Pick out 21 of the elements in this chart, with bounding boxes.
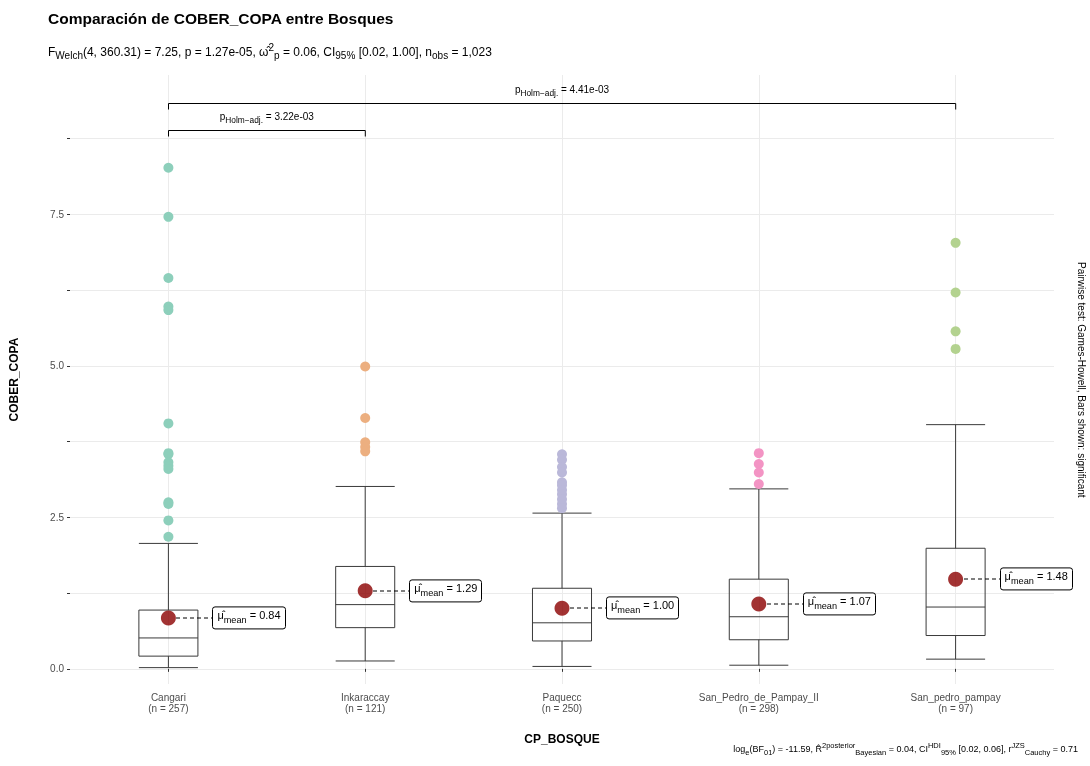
annotation: μ̂$_{mean}$ = 1.07: [802, 592, 876, 616]
annotation: μ̂$_{mean}$ = 1.29: [409, 579, 483, 603]
x-tick-label: Paquecc (n = 250): [541, 692, 583, 714]
text: F$_{Welch}$(4, 360.31) = 7.25, p = 1.27e-05, ω̂$^{2}$$_{p}$ = 0.06, CI$_{95%}$ [0.02, 1.00], n$_{obs}$ = 1,023: [48, 42, 492, 62]
text: Pairwise test: Games-Howell, Bars shown: significant: [1075, 261, 1087, 498]
x-tick-label: San_pedro_pampay (n = 97): [910, 692, 1001, 714]
annotation: p$_{Holm−adj.}$ = 3.22e-03: [219, 110, 314, 127]
annotation: p$_{Holm−adj.}$ = 4.41e-03: [514, 83, 610, 100]
annotation: μ̂$_{mean}$ = 0.84: [212, 606, 286, 630]
y-tick-label: 5.0: [50, 360, 65, 372]
annotation: μ̂$_{mean}$ = 1.48: [999, 567, 1073, 591]
x-tick-label: San_Pedro_de_Pampay_II (n = 298): [698, 692, 819, 714]
x-tick-label: Inkaraccay (n = 121): [341, 692, 390, 714]
annotation: μ̂$_{mean}$ = 1.00: [606, 596, 680, 620]
y-tick-label: 0.0: [50, 663, 65, 675]
x-tick-label: Cangari (n = 257): [148, 692, 189, 714]
y-tick-label: 7.5: [50, 208, 65, 220]
x-axis-title: CP_BOSQUE: [524, 732, 600, 746]
y-axis-title: COBER_COPA: [7, 337, 21, 422]
y-tick-label: 2.5: [50, 511, 65, 523]
chart-title: Comparación de COBER_COPA entre Bosques: [48, 10, 394, 28]
